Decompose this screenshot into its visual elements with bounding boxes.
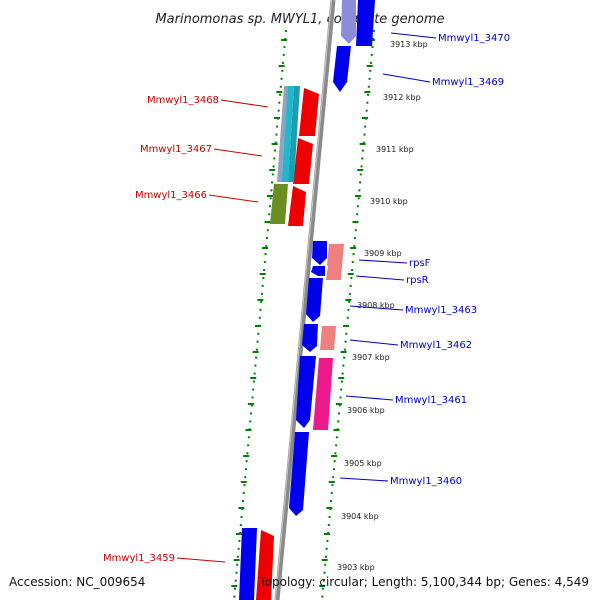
scale-label: 3910 kbp — [370, 197, 408, 206]
gene-mmwyl1-3461-rna[interactable] — [313, 358, 333, 430]
gene-label[interactable]: Mmwyl1_3466 — [135, 190, 207, 201]
label-leader-line — [349, 339, 399, 346]
gene-rpsF-rna[interactable] — [327, 244, 344, 266]
scale-label: 3904 kbp — [341, 512, 379, 521]
gene-mmwyl1-3467-grey[interactable] — [277, 86, 288, 182]
scale-label: 3908 kbp — [357, 301, 395, 310]
gene-mmwyl1-3468[interactable] — [299, 88, 319, 136]
inner-dotted-guide — [233, 29, 287, 600]
gene-label[interactable]: Mmwyl1_3463 — [405, 305, 477, 316]
gene-labels: Mmwyl1_3470 Mmwyl1_3469 rpsF rpsR Mmwyl1_346… — [103, 33, 510, 564]
scale-label: 3907 kbp — [352, 353, 390, 362]
gene-mmwyl1-3459-block[interactable] — [239, 528, 257, 600]
reverse-strand-genes — [256, 86, 344, 600]
label-leader-line — [176, 557, 226, 563]
gene-label-leaders — [176, 32, 437, 563]
gene-mmwyl1-3468-cyan[interactable] — [288, 86, 300, 182]
gene-label[interactable]: Mmwyl1_3468 — [147, 95, 219, 106]
gene-mmwyl1-3470-upper[interactable] — [341, 0, 356, 44]
gene-mmwyl1-3460[interactable] — [289, 432, 309, 516]
scale-label: 3905 kbp — [344, 459, 382, 468]
label-leader-line — [220, 99, 269, 108]
accession-text: Accession: NC_009654 — [9, 575, 145, 589]
summary-text: Topology: circular; Length: 5,100,344 bp… — [258, 575, 589, 589]
map-title: Marinomonas sp. MWYL1, complete genome — [155, 12, 444, 27]
label-leader-line — [339, 477, 389, 482]
gene-rpsF[interactable] — [312, 241, 327, 265]
label-leader-line — [349, 305, 404, 311]
gene-mmwyl1-3469[interactable] — [333, 46, 351, 92]
gene-label[interactable]: rpsR — [406, 275, 429, 286]
gene-mmwyl1-3461[interactable] — [296, 356, 316, 428]
gene-mmwyl1-3462-rna[interactable] — [320, 326, 336, 350]
gene-label[interactable]: Mmwyl1_3469 — [432, 77, 504, 88]
gene-label[interactable]: Mmwyl1_3461 — [395, 395, 467, 406]
scale-label: 3911 kbp — [376, 145, 414, 154]
label-leader-line — [355, 275, 405, 281]
label-leader-line — [358, 259, 408, 264]
genome-backbone-highlight — [275, 0, 332, 600]
gene-rpsR-rna[interactable] — [326, 266, 342, 280]
gene-label[interactable]: Mmwyl1_3462 — [400, 340, 472, 351]
gene-label[interactable]: Mmwyl1_3467 — [140, 144, 212, 155]
gene-label[interactable]: Mmwyl1_3470 — [438, 33, 510, 44]
gene-mmwyl1-3463[interactable] — [306, 278, 323, 322]
gene-label[interactable]: Mmwyl1_3460 — [390, 476, 462, 487]
label-leader-line — [208, 194, 259, 203]
gene-mmwyl1-3466[interactable] — [288, 186, 306, 226]
gene-label[interactable]: Mmwyl1_3459 — [103, 553, 175, 564]
label-leader-line — [345, 395, 394, 401]
gene-mmwyl1-3470[interactable] — [356, 0, 375, 46]
gene-rpsR[interactable] — [311, 266, 325, 276]
tick-marks — [231, 39, 376, 587]
scale-labels: 3913 kbp 3912 kbp 3911 kbp 3910 kbp 3909 kbp… — [337, 40, 428, 572]
gene-mmwyl1-3467[interactable] — [293, 138, 313, 184]
gene-mmwyl1-3466-olive[interactable] — [270, 184, 288, 224]
label-leader-line — [213, 148, 263, 157]
gene-mmwyl1-3462[interactable] — [302, 324, 318, 352]
scale-label: 3906 kbp — [347, 406, 385, 415]
label-leader-line — [390, 32, 437, 39]
scale-label: 3913 kbp — [390, 40, 428, 49]
scale-label: 3912 kbp — [383, 93, 421, 102]
scale-label: 3909 kbp — [364, 249, 402, 258]
genome-backbone — [274, 0, 336, 600]
forward-strand-genes — [239, 0, 375, 600]
gene-mmwyl1-3459[interactable] — [256, 530, 274, 600]
scale-label: 3903 kbp — [337, 563, 375, 572]
gene-label[interactable]: rpsF — [409, 258, 431, 269]
gene-mmwyl1-3467-cyan[interactable] — [281, 86, 294, 182]
label-leader-line — [382, 73, 431, 83]
